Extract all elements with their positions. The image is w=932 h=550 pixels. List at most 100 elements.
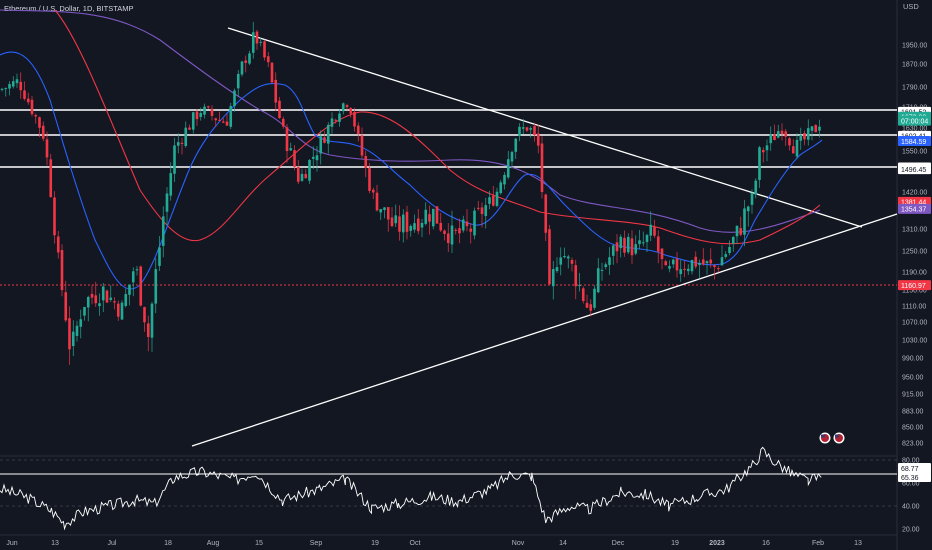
candle-body (94, 295, 98, 304)
candle-body (221, 121, 225, 123)
price-badge: 07:00:04 (898, 115, 931, 126)
candle-body (38, 117, 41, 128)
candle-body (716, 268, 720, 270)
candle-body (473, 210, 476, 236)
candle-body (480, 207, 484, 215)
ma-purple-line[interactable] (0, 9, 821, 233)
price-tick-label: 1250.00 (902, 249, 927, 256)
candle-body (195, 111, 199, 120)
price-tick-label: 1870.00 (902, 62, 927, 69)
candle-body (533, 126, 536, 135)
rsi-tick-label: 80.00 (902, 458, 920, 465)
candle-body (83, 306, 86, 316)
candle-body (360, 135, 364, 156)
candlestick-series[interactable] (0, 21, 821, 365)
candle-body (240, 61, 244, 75)
rsi-pane[interactable] (0, 457, 897, 535)
us-flag-icon[interactable] (819, 432, 831, 444)
candle-body (270, 62, 274, 83)
candle-body (746, 206, 750, 212)
candle-body (101, 286, 105, 301)
candle-body (709, 259, 713, 264)
candle-body (510, 151, 514, 162)
candle-body (176, 142, 180, 146)
time-axis-label: Jul (108, 540, 117, 547)
rsi-line[interactable] (0, 446, 822, 531)
candle-body (266, 56, 270, 63)
candle-body (743, 208, 746, 235)
candle-body (131, 271, 135, 283)
price-badge: 1160.97 (898, 280, 931, 291)
time-axis[interactable]: Jun 13 Jul 18 Aug 15 Sep 19 Oct Nov 14 Dec 19 2023 16 F… (6, 540, 862, 547)
candle-body (728, 246, 731, 254)
candle-body (90, 293, 94, 298)
candle-body (401, 214, 405, 233)
candle-body (368, 168, 371, 191)
candle-body (203, 106, 206, 115)
candle-body (233, 90, 236, 107)
candle-body (623, 237, 626, 253)
candle-body (244, 60, 248, 63)
candle-body (574, 265, 578, 287)
candle-body (450, 225, 454, 245)
ma-blue-line[interactable] (0, 51, 823, 290)
candle-body (0, 88, 4, 90)
candle-body (671, 259, 675, 265)
candle-body (289, 148, 293, 151)
ma-red-line[interactable] (54, 9, 821, 245)
candle-body (109, 297, 113, 300)
candle-body (443, 230, 446, 234)
candle-body (49, 159, 53, 197)
candle-body (439, 222, 443, 231)
candle-body (514, 138, 518, 152)
candle-body (806, 128, 810, 140)
candle-body (784, 131, 788, 137)
currency-label: USD (903, 2, 919, 11)
time-axis-label: 16 (762, 540, 770, 547)
time-axis-label: 13 (854, 540, 862, 547)
candle-body (296, 166, 300, 182)
rsi-badge-text: 65.36 (901, 475, 919, 482)
candle-body (11, 81, 15, 87)
candle-body (638, 240, 641, 245)
candle-body (596, 268, 600, 293)
candle-body (19, 81, 23, 91)
rsi-tick-label: 20.00 (902, 527, 920, 534)
candle-body (559, 257, 563, 265)
candle-body (731, 236, 735, 244)
candle-body (799, 134, 803, 141)
candle-body (225, 121, 229, 126)
candle-body (765, 145, 769, 151)
candle-body (15, 79, 19, 84)
candle-body (424, 209, 428, 224)
candle-body (375, 192, 379, 211)
candle-body (214, 118, 218, 121)
candle-body (405, 211, 409, 232)
us-flag-icon[interactable] (833, 432, 845, 444)
price-tick-label: 1630.00 (902, 126, 927, 133)
candle-body (116, 303, 120, 317)
candle-body (795, 139, 799, 157)
candle-body (251, 32, 255, 53)
time-axis-label: Nov (512, 540, 525, 547)
candle-body (761, 150, 765, 153)
candle-body (349, 108, 353, 114)
candle-body (165, 193, 169, 212)
price-tick-label: 1420.00 (902, 190, 927, 197)
candle-body (724, 254, 728, 257)
rsi-badge-text: 68.77 (901, 466, 919, 473)
candle-body (390, 217, 394, 227)
candle-body (645, 234, 649, 243)
rsi-axis[interactable]: 80.00 60.00 40.00 20.00 (902, 458, 920, 534)
ascending-trendline[interactable] (191, 213, 898, 447)
symbol-title: Ethereum / U.S. Dollar, 1D, BITSTAMP (4, 4, 133, 13)
candle-body (248, 53, 251, 64)
candle-body (364, 156, 368, 169)
candle-body (120, 302, 124, 320)
candle-body (465, 221, 469, 227)
candle-body (739, 228, 743, 235)
candle-body (544, 194, 548, 233)
candle-body (338, 113, 341, 122)
candle-body (263, 41, 266, 58)
